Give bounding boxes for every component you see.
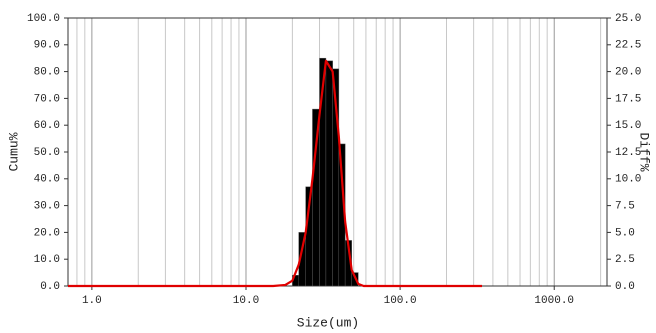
y-tick-label: 80.0: [34, 67, 60, 79]
bar: [312, 108, 320, 287]
y-axis-label: Cumu%: [6, 132, 21, 171]
y2-tick-label: 2.5: [615, 254, 635, 266]
y-tick-label: 90.0: [34, 40, 60, 52]
y2-tick-label: 22.5: [615, 40, 641, 52]
y2-tick-label: 5.0: [615, 227, 635, 239]
x-tick-label: 1000.0: [534, 295, 574, 307]
y-tick-label: 40.0: [34, 174, 60, 186]
bar: [325, 60, 333, 287]
y-tick-label: 30.0: [34, 201, 60, 213]
x-axis-label: Size(um): [297, 315, 359, 330]
y-tick-label: 70.0: [34, 93, 60, 105]
y2-tick-label: 17.5: [615, 93, 641, 105]
y2-tick-label: 15.0: [615, 120, 641, 132]
x-tick-label: 1.0: [82, 295, 102, 307]
line: [68, 59, 483, 288]
y2-tick-label: 7.5: [615, 201, 635, 213]
y-tick-label: 20.0: [34, 227, 60, 239]
y-tick-label: 60.0: [34, 120, 60, 132]
x-tick-label: 100.0: [384, 295, 417, 307]
y-tick-label: 10.0: [34, 254, 60, 266]
x-tick-label: 10.0: [233, 295, 259, 307]
y-tick-label: 50.0: [34, 147, 60, 159]
y2-tick-label: 0.0: [615, 281, 635, 293]
y2-tick-label: 10.0: [615, 174, 641, 186]
y2-tick-label: 20.0: [615, 67, 641, 79]
y2-tick-label: 25.0: [615, 13, 641, 25]
y2-axis-label: Diff%: [637, 132, 652, 171]
y2-tick-label: 12.5: [615, 147, 641, 159]
y-tick-label: 0.0: [40, 281, 60, 293]
y-tick-label: 100.0: [27, 13, 60, 25]
